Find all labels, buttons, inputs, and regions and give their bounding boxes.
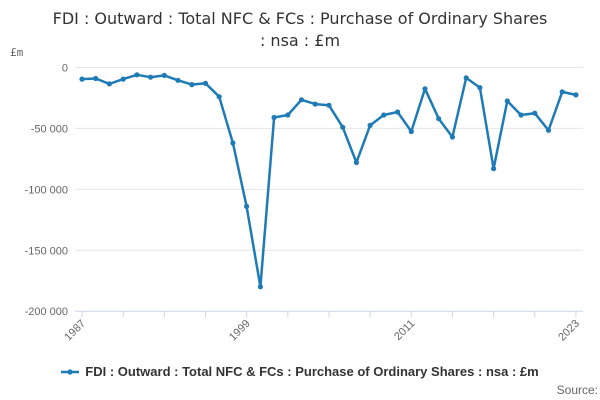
series-point[interactable]: [353, 159, 359, 166]
y-axis-tick-label: -150 000: [25, 245, 68, 257]
series-point[interactable]: [175, 77, 181, 83]
series-point[interactable]: [202, 80, 209, 86]
series-point[interactable]: [189, 82, 195, 88]
series-point[interactable]: [573, 92, 579, 98]
series-point[interactable]: [381, 112, 387, 118]
series-point[interactable]: [559, 89, 565, 95]
series-point[interactable]: [106, 81, 112, 87]
series-point[interactable]: [257, 284, 263, 290]
series-point[interactable]: [504, 98, 510, 104]
series-point[interactable]: [545, 127, 552, 133]
series-point[interactable]: [216, 94, 222, 100]
series-point[interactable]: [93, 75, 99, 82]
series-point[interactable]: [518, 112, 524, 118]
series-point[interactable]: [120, 76, 126, 82]
x-axis-tick-label: 1999: [227, 318, 253, 344]
y-axis-tick-label: -200 000: [25, 306, 68, 318]
legend-series-marker-icon: [61, 368, 80, 375]
legend[interactable]: FDI : Outward : Total NFC & FCs : Purcha…: [0, 364, 600, 379]
series-point[interactable]: [134, 72, 140, 78]
series-point[interactable]: [285, 112, 291, 118]
series-point[interactable]: [161, 72, 167, 78]
series-point[interactable]: [436, 116, 442, 122]
x-axis-tick-label: 2023: [556, 318, 582, 344]
series-point[interactable]: [395, 109, 401, 115]
y-axis-tick-label: 0: [62, 63, 68, 75]
source-label: Source:: [556, 383, 598, 397]
series-point[interactable]: [491, 166, 497, 172]
series-point[interactable]: [449, 134, 455, 140]
series-point[interactable]: [79, 76, 85, 82]
series-point[interactable]: [408, 128, 414, 135]
y-axis-tick-label: -50 000: [31, 123, 68, 135]
y-axis-unit-label: £m: [10, 46, 24, 59]
x-axis-tick-label: 2011: [392, 318, 417, 343]
series-point[interactable]: [312, 101, 318, 107]
series-point[interactable]: [148, 74, 154, 80]
series-point[interactable]: [326, 102, 332, 108]
series-point[interactable]: [298, 97, 305, 103]
series-point[interactable]: [271, 114, 277, 121]
series-point[interactable]: [340, 124, 346, 130]
y-axis-tick-label: -100 000: [25, 184, 68, 196]
series-point[interactable]: [532, 110, 538, 116]
x-axis-tick-label: 1987: [62, 318, 88, 344]
series-point[interactable]: [244, 203, 250, 209]
series-point[interactable]: [422, 86, 428, 92]
series-point[interactable]: [463, 75, 469, 81]
series-point[interactable]: [230, 140, 236, 146]
series-point[interactable]: [367, 122, 373, 128]
series-point[interactable]: [477, 85, 483, 91]
chart-title: FDI : Outward : Total NFC & FCs : Purcha…: [52, 9, 548, 50]
legend-series-label: FDI : Outward : Total NFC & FCs : Purcha…: [85, 364, 539, 379]
